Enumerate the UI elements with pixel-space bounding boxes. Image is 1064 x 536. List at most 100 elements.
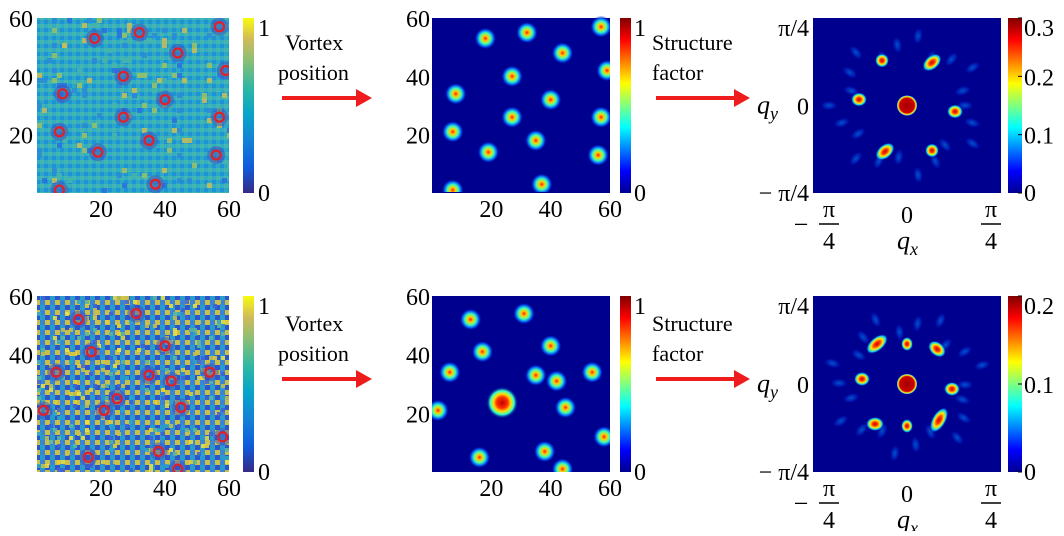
- vortex-marker: [88, 32, 101, 45]
- row1-vortex-spots: [441, 16, 610, 192]
- row2-b-colorbar-min: 0: [634, 460, 646, 486]
- vortex-marker: [130, 308, 142, 320]
- noise-cell: [129, 396, 133, 400]
- noise-cell: [162, 43, 167, 48]
- noise-cell: [57, 173, 62, 178]
- row1-arrow1-label-line2: position: [278, 60, 349, 85]
- noise-cell: [85, 340, 89, 344]
- noise-cell: [89, 388, 93, 392]
- noise-cell: [97, 320, 101, 324]
- vortex-density-spot: [587, 144, 610, 167]
- noise-cell: [101, 360, 105, 364]
- row1-a-xtick: 20: [89, 197, 113, 223]
- noise-cell: [82, 133, 87, 138]
- vortex-core: [130, 23, 149, 42]
- sf-bragg-peak: [866, 334, 888, 354]
- row2-c-ytick-bottom: − π/4: [759, 460, 809, 486]
- noise-cell: [109, 356, 113, 360]
- noise-cell: [97, 18, 102, 23]
- noise-cell: [41, 296, 45, 300]
- sf-bragg-peak: [866, 417, 884, 431]
- noise-cell: [162, 183, 167, 188]
- noise-cell: [81, 436, 85, 440]
- noise-cell: [225, 456, 229, 460]
- noise-cell: [77, 83, 82, 88]
- vortex-core: [210, 108, 229, 127]
- frac-numerator: π: [823, 197, 835, 223]
- row2-a-colorbar-max: 1: [258, 294, 270, 320]
- vortex-marker: [85, 346, 98, 358]
- sf-speckle: [892, 35, 903, 54]
- noise-cell: [142, 53, 147, 58]
- noise-cell: [177, 178, 182, 183]
- row2-b-xtick: 40: [539, 476, 563, 502]
- noise-cell: [57, 468, 61, 472]
- noise-cell: [177, 108, 182, 113]
- noise-cell: [37, 123, 42, 128]
- vortex-density-spot: [515, 21, 538, 44]
- sf-bragg-peak: [901, 337, 913, 351]
- noise-cell: [129, 420, 133, 424]
- vortex-marker: [111, 393, 123, 405]
- noise-cell: [127, 58, 132, 63]
- noise-cell: [173, 452, 177, 456]
- noise-cell: [53, 316, 57, 320]
- noise-cell: [52, 43, 57, 48]
- row1-vortex-density-map: [432, 18, 610, 193]
- noise-cell: [209, 380, 213, 384]
- noise-cell: [227, 163, 229, 168]
- noise-cell: [177, 424, 181, 428]
- noise-cell: [85, 300, 89, 304]
- noise-cell: [73, 400, 77, 404]
- noise-cell: [165, 404, 169, 408]
- row1-c-colorbar: [1008, 18, 1022, 193]
- noise-cell: [121, 360, 125, 364]
- noise-cell: [181, 368, 185, 372]
- noise-cell: [182, 138, 187, 143]
- noise-cell: [117, 83, 122, 88]
- noise-cell: [222, 93, 227, 98]
- noise-cell: [121, 332, 125, 336]
- sf-bragg-peak: [947, 104, 963, 119]
- noise-cell: [177, 153, 182, 158]
- noise-cell: [37, 153, 42, 158]
- noise-cell: [97, 344, 101, 348]
- vortex-core: [210, 18, 229, 36]
- row1-arrow2-label-line1: Structure: [652, 30, 733, 55]
- noise-cell: [221, 408, 225, 412]
- noise-cell: [173, 332, 177, 336]
- vortex-density-spot: [524, 129, 547, 152]
- noise-cell: [42, 108, 47, 113]
- noise-cell: [205, 380, 209, 384]
- sf-speckle: [950, 430, 965, 446]
- vortex-density-spot: [438, 361, 461, 384]
- noise-cell: [113, 356, 117, 360]
- noise-cell: [177, 73, 182, 78]
- noise-cell: [93, 328, 97, 332]
- noise-cell: [161, 396, 165, 400]
- vortex-core: [140, 131, 158, 150]
- frac-denominator: 4: [985, 229, 997, 255]
- noise-cell: [221, 384, 225, 388]
- noise-cell: [61, 460, 65, 464]
- frac-numerator: π: [985, 197, 997, 223]
- sf-speckle: [841, 65, 858, 79]
- noise-cell: [82, 23, 87, 28]
- row1-c-xtick-left: − π 4: [794, 197, 839, 255]
- sf-bragg-peak: [925, 143, 939, 158]
- noise-cell: [202, 93, 207, 98]
- noise-cell: [42, 178, 47, 183]
- noise-cell: [122, 58, 127, 63]
- noise-cell: [177, 312, 181, 316]
- noise-cell: [162, 63, 167, 68]
- noise-cell: [207, 118, 212, 123]
- noise-cell: [121, 408, 125, 412]
- noise-cell: [152, 83, 157, 88]
- vortex-density-spot: [444, 82, 467, 105]
- vortex-density-spot: [539, 334, 562, 357]
- noise-cell: [57, 340, 61, 344]
- vortex-marker: [213, 21, 225, 33]
- noise-cell: [182, 28, 187, 33]
- row2-b-colorbar-max: 1: [634, 294, 646, 320]
